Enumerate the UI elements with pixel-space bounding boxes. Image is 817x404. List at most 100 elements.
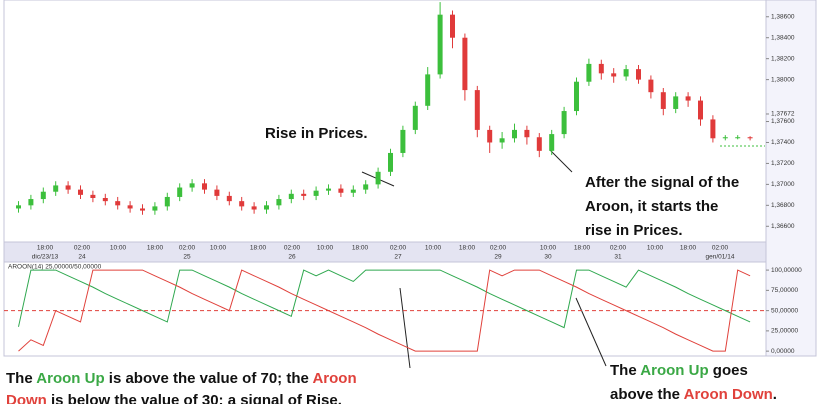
candle-body — [276, 199, 282, 206]
candle-body — [152, 206, 158, 211]
date-label: gen/01/14 — [706, 254, 735, 261]
annotation: After the signal of the — [585, 174, 739, 191]
candle-body — [239, 201, 245, 207]
candle-body — [698, 100, 703, 120]
candle-body — [412, 105, 418, 130]
candle-body — [499, 138, 505, 143]
candle-body — [660, 92, 666, 109]
y-tick-label: 100,00000 — [771, 267, 802, 274]
candle-body — [561, 111, 567, 135]
candle-body — [140, 208, 145, 211]
annotation-text: is above the value of 70; the — [105, 370, 313, 387]
time-label: 18:00 — [147, 245, 164, 252]
candle-body — [313, 190, 319, 196]
candle-body — [65, 185, 71, 190]
time-label: 02:00 — [610, 245, 627, 252]
annotation-text: Down — [6, 392, 47, 404]
axis-panel — [765, 0, 817, 357]
candle-body — [127, 205, 133, 209]
time-label: 02:00 — [74, 245, 91, 252]
annotation-text: Rise in Prices. — [265, 125, 368, 142]
aroon-line — [18, 269, 751, 352]
annotation-text: Aroon Up — [640, 362, 708, 379]
candle-body — [611, 73, 617, 77]
date-label: 25 — [183, 254, 191, 261]
candle-body — [375, 171, 381, 185]
annotation: Rise in Prices. — [265, 125, 368, 142]
time-label: 02:00 — [390, 245, 407, 252]
y-tick-label: 25,00000 — [771, 328, 798, 335]
annotation-text: is below the value of 30; a signal of Ri… — [47, 392, 342, 404]
candle-body — [722, 137, 728, 139]
arrow — [549, 149, 573, 173]
time-label: 18:00 — [574, 245, 591, 252]
candle-body — [598, 63, 604, 74]
candle-body — [102, 198, 108, 202]
candle-body — [648, 79, 654, 93]
arrow — [575, 297, 607, 367]
annotation: rise in Prices. — [585, 222, 683, 239]
candle-body — [586, 63, 592, 82]
annotation-text: Aroon, it starts the — [585, 198, 718, 215]
time-label: 18:00 — [37, 245, 54, 252]
candle-body — [549, 134, 555, 151]
aroon-panel — [3, 261, 767, 357]
annotation: above the Aroon Down. — [610, 386, 777, 403]
date-label: 24 — [78, 254, 86, 261]
candle-body — [450, 14, 455, 38]
candle-body — [710, 119, 716, 139]
annotation: The Aroon Up goes — [610, 362, 748, 379]
candle-body — [202, 183, 207, 190]
candle-body — [214, 189, 220, 196]
candle-body — [673, 96, 679, 109]
candle-body — [462, 37, 468, 91]
candle-body — [437, 14, 443, 75]
annotation-text: . — [773, 386, 777, 403]
candle-body — [512, 129, 517, 139]
time-label: 10:00 — [110, 245, 127, 252]
candle-body — [350, 189, 356, 193]
annotation-text: Aroon — [312, 370, 356, 387]
time-label: 18:00 — [250, 245, 267, 252]
date-label: dic/23/13 — [32, 254, 59, 261]
y-tick-label: 1,38400 — [771, 34, 795, 41]
annotation: The Aroon Up is above the value of 70; t… — [6, 370, 357, 387]
candle-body — [288, 193, 294, 200]
annotation-text: Aroon Up — [36, 370, 104, 387]
annotation-text: The — [610, 362, 640, 379]
candle-body — [524, 129, 530, 138]
time-label: 18:00 — [459, 245, 476, 252]
y-tick-label: 1,36600 — [771, 223, 795, 230]
annotation-text: After the signal of the — [585, 174, 739, 191]
y-tick-label: 50,00000 — [771, 307, 798, 314]
date-label: 27 — [394, 254, 402, 261]
candle-body — [685, 96, 691, 101]
candle-body — [363, 184, 369, 190]
candle-body — [40, 191, 46, 200]
annotation-text: Aroon Down — [684, 386, 773, 403]
candle-body — [78, 189, 83, 195]
y-tick-label: 1,38200 — [771, 55, 795, 62]
candle-body — [53, 185, 59, 192]
candle-body — [115, 201, 121, 206]
annotation-text: rise in Prices. — [585, 222, 683, 239]
y-tick-label: 1,36800 — [771, 202, 795, 209]
candle-body — [474, 90, 480, 130]
candle-body — [338, 188, 344, 193]
time-label: 10:00 — [540, 245, 557, 252]
candle-body — [400, 129, 406, 153]
candle-body — [425, 74, 431, 106]
aroon-line — [18, 269, 751, 329]
y-tick-label: 1,37400 — [771, 139, 795, 146]
candle-body — [636, 69, 641, 80]
indicator-title: AROON(14) 25,00000/50,00000 — [8, 264, 102, 271]
y-tick-label: 1,37200 — [771, 160, 795, 167]
time-label: 02:00 — [490, 245, 507, 252]
candle-body — [487, 129, 493, 143]
time-label: 02:00 — [712, 245, 729, 252]
candle-body — [747, 137, 753, 139]
candle-body — [264, 205, 269, 210]
time-label: 02:00 — [179, 245, 196, 252]
date-label: 30 — [544, 254, 552, 261]
